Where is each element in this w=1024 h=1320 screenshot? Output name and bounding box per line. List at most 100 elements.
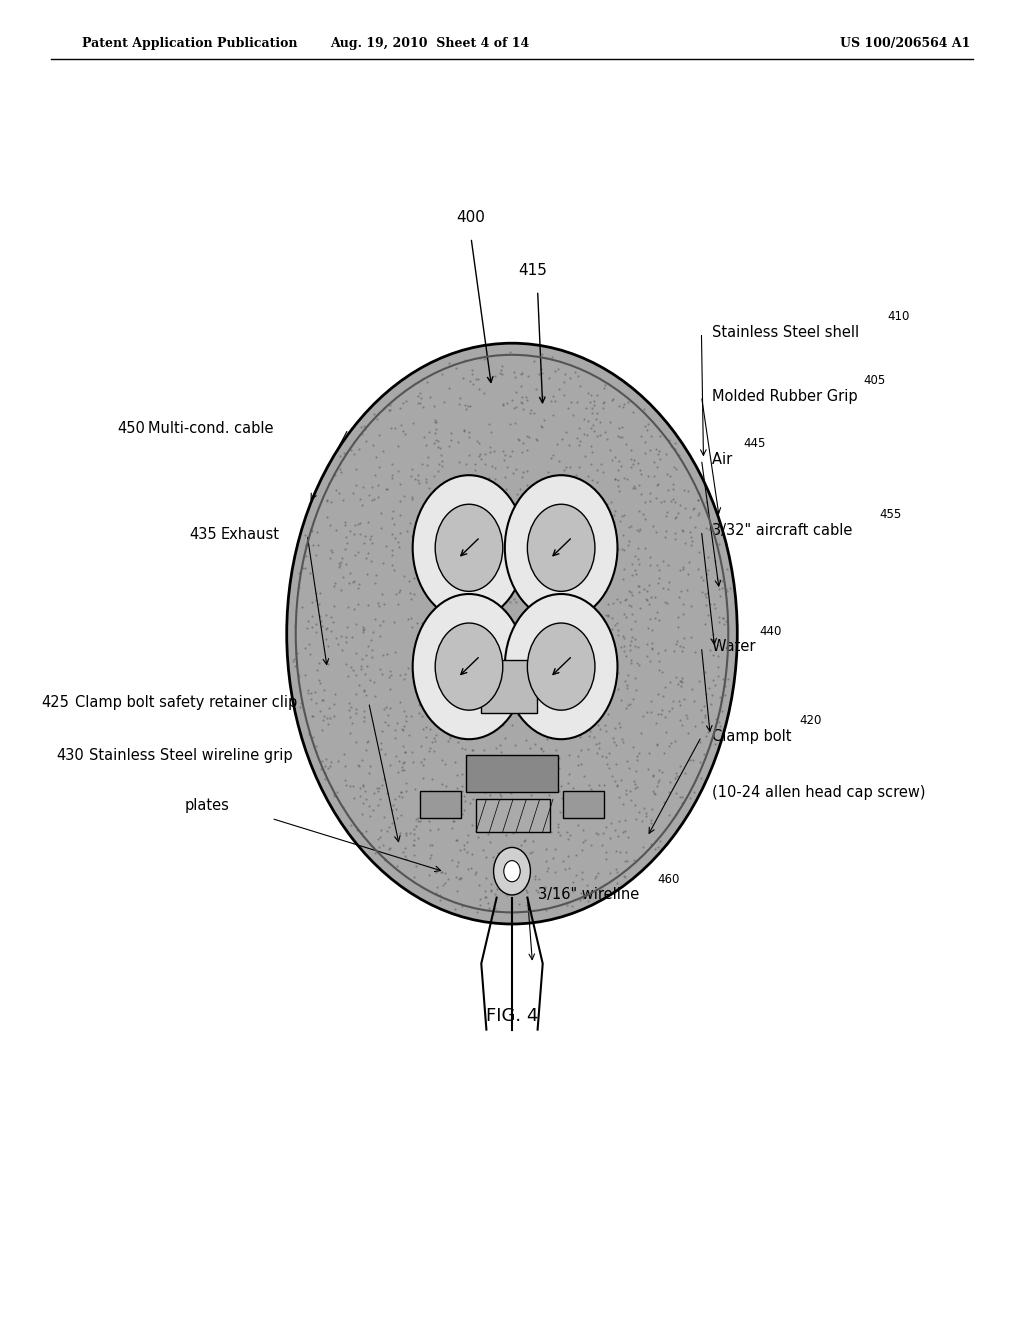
Point <box>545 445 561 466</box>
Point <box>322 697 338 718</box>
Point <box>554 496 570 517</box>
Point <box>356 664 373 685</box>
Point <box>419 371 435 392</box>
Point <box>404 834 421 855</box>
Point <box>604 388 621 409</box>
Point <box>600 605 616 626</box>
Point <box>682 506 698 527</box>
Point <box>362 550 379 572</box>
Point <box>347 474 364 495</box>
Point <box>707 598 723 619</box>
Point <box>518 760 535 781</box>
Point <box>489 874 506 895</box>
Point <box>338 527 354 548</box>
Point <box>621 531 637 552</box>
Point <box>429 612 445 634</box>
Point <box>487 900 504 921</box>
Point <box>418 611 434 632</box>
Point <box>395 565 412 586</box>
Point <box>671 673 687 694</box>
Point <box>399 657 416 678</box>
Point <box>407 568 423 589</box>
Point <box>322 548 338 569</box>
Point <box>691 731 708 752</box>
Point <box>502 591 518 612</box>
Point <box>573 583 590 605</box>
Point <box>482 595 499 616</box>
Point <box>455 487 471 508</box>
Point <box>658 444 675 465</box>
Point <box>673 709 689 730</box>
Point <box>658 502 675 523</box>
Point <box>470 535 486 556</box>
Point <box>649 602 666 623</box>
Point <box>482 874 499 895</box>
Point <box>445 810 462 832</box>
Point <box>643 809 659 830</box>
Point <box>552 520 568 541</box>
Point <box>314 615 331 636</box>
Point <box>427 562 443 583</box>
Point <box>608 873 625 894</box>
Point <box>599 429 615 450</box>
Point <box>387 528 403 549</box>
Point <box>493 809 509 830</box>
Point <box>394 718 411 739</box>
Point <box>572 754 589 775</box>
Point <box>639 413 655 434</box>
Point <box>547 634 563 655</box>
Point <box>531 566 548 587</box>
Point <box>300 682 316 704</box>
Point <box>333 446 349 467</box>
Point <box>339 804 355 825</box>
Point <box>467 459 483 480</box>
Point <box>382 678 398 700</box>
Point <box>285 651 301 672</box>
Point <box>410 470 426 491</box>
Point <box>610 624 627 645</box>
Point <box>598 746 614 767</box>
Point <box>714 570 730 591</box>
Point <box>334 796 350 817</box>
Point <box>465 680 481 701</box>
Point <box>337 631 353 652</box>
Point <box>342 697 358 718</box>
Point <box>402 822 419 843</box>
Point <box>355 619 372 640</box>
Point <box>356 678 373 700</box>
Point <box>481 784 498 805</box>
Point <box>396 663 413 684</box>
Point <box>487 475 504 496</box>
Point <box>378 536 394 557</box>
Point <box>312 582 329 603</box>
Point <box>396 759 413 780</box>
Point <box>560 801 577 822</box>
Point <box>391 785 408 807</box>
Point <box>589 681 605 702</box>
Point <box>410 392 426 413</box>
Point <box>342 706 358 727</box>
Point <box>561 857 578 878</box>
Point <box>504 714 520 735</box>
Point <box>435 531 452 552</box>
Point <box>485 603 502 624</box>
Point <box>590 556 606 577</box>
Point <box>464 480 480 502</box>
Point <box>604 389 621 411</box>
Point <box>649 573 666 594</box>
Point <box>639 590 655 611</box>
Point <box>340 665 356 686</box>
Point <box>628 808 644 829</box>
Point <box>498 478 514 499</box>
Point <box>643 619 659 640</box>
Point <box>676 689 692 710</box>
Point <box>416 647 432 668</box>
Point <box>394 719 411 741</box>
Point <box>493 696 509 717</box>
Point <box>436 477 453 498</box>
Point <box>450 731 466 752</box>
Point <box>538 546 554 568</box>
Point <box>650 610 667 631</box>
Point <box>464 675 480 696</box>
Point <box>615 636 632 657</box>
